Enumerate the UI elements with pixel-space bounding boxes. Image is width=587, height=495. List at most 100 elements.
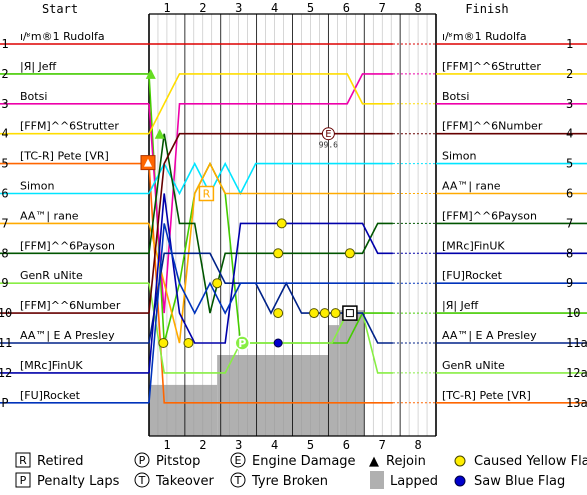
finish-position-label: 9 <box>566 276 573 290</box>
start-position-label: 10 <box>0 306 12 320</box>
lap-tick-label-bottom: 8 <box>414 438 421 452</box>
retired-marker <box>198 185 215 202</box>
lap-tick-label-top: 7 <box>379 1 386 15</box>
finish-driver-label: [TC-R] Pete [VR] <box>442 389 531 402</box>
start-driver-label: [FFM]^^6Strutter <box>20 120 119 133</box>
start-position-label: 3 <box>1 97 8 111</box>
legend-label: Tyre Broken <box>251 474 328 489</box>
series-line <box>148 161 393 344</box>
lap-tick-label-top: 3 <box>235 1 242 15</box>
finish-position-label: 8 <box>566 246 573 260</box>
legend-label: Penalty Laps <box>37 474 120 489</box>
start-driver-label: [FFM]^^6Number <box>20 299 121 312</box>
lap-tick-label-bottom: 4 <box>271 438 278 452</box>
start-driver-label: GenR uNite <box>20 269 83 282</box>
legend-symbol-glyph: T <box>138 474 146 487</box>
lap-tick-label-bottom: 7 <box>379 438 386 452</box>
start-driver-label: |Я| Jeff <box>20 60 57 73</box>
legend-symbol-glyph: E <box>235 454 242 467</box>
legend-symbol-glyph: P <box>20 474 27 487</box>
lap-tick-label-bottom: 2 <box>199 438 206 452</box>
lapped-region <box>328 325 340 436</box>
legend-blue-dot-icon <box>454 475 466 487</box>
legend-label: Pitstop <box>156 454 200 469</box>
finish-driver-label: Botsi <box>442 90 469 103</box>
yellow-flag-marker <box>212 278 223 289</box>
legend-yellow-dot-icon <box>454 455 466 467</box>
rejoin-marker <box>145 68 156 79</box>
finish-driver-label: GenR uNite <box>442 359 505 372</box>
finish-driver-label: [FFM]^^6Strutter <box>442 60 541 73</box>
finish-driver-label: [MRc]FinUK <box>442 239 505 252</box>
finish-position-label: 4 <box>566 127 573 141</box>
rejoin-marker <box>154 128 165 139</box>
retired-glyph: R <box>203 188 211 201</box>
start-position-label: 2 <box>1 67 8 81</box>
finish-position-label: 7 <box>566 216 573 230</box>
finish-header: Finish <box>465 2 508 16</box>
finish-driver-label: ı/ʶm®1 Rudolfa <box>442 30 527 43</box>
finish-position-label: 11a <box>566 336 587 350</box>
legend-rejoin-icon: ▲ <box>369 454 379 469</box>
start-driver-label: [MRc]FinUK <box>20 359 83 372</box>
legend-lapped-icon <box>370 471 384 489</box>
legend-symbol-glyph: P <box>139 454 146 467</box>
finish-position-label: 13a <box>566 396 587 410</box>
engine-damage-label: 99.6 <box>319 141 338 150</box>
legend-label: Rejoin <box>386 454 426 469</box>
finish-position-label: 2 <box>566 67 573 81</box>
start-position-label: 9 <box>1 276 8 290</box>
finish-driver-label: [FFM]^^6Number <box>442 120 543 133</box>
finish-position-label: 1 <box>566 37 573 51</box>
start-position-label: 4 <box>1 127 8 141</box>
engine-damage-glyph: E <box>325 129 331 140</box>
start-driver-label: [TC-R] Pete [VR] <box>20 150 109 163</box>
series-line <box>148 73 393 314</box>
legend-label: Caused Yellow Flag <box>474 454 587 469</box>
pitstop-glyph: P <box>238 337 246 350</box>
penalty-inner <box>345 309 354 318</box>
legend-symbol-glyph: T <box>234 474 242 487</box>
start-position-label: P <box>1 396 8 410</box>
pitstop-marker <box>234 335 251 351</box>
start-driver-label: [FU]Rocket <box>20 389 81 402</box>
lapped-region <box>149 384 218 436</box>
yellow-flag-marker <box>309 308 320 319</box>
finish-position-label: 12a <box>566 366 587 380</box>
start-position-label: 1 <box>1 37 8 51</box>
start-driver-label: ı/ʶm®1 Rudolfa <box>20 30 105 43</box>
legend-label: Lapped <box>390 474 438 489</box>
lap-tick-label-top: 6 <box>343 1 350 15</box>
start-position-label: 11 <box>0 336 12 350</box>
legend-label: Saw Blue Flag <box>474 474 565 489</box>
finish-driver-label: Simon <box>442 150 476 163</box>
legend-label: Retired <box>37 454 83 469</box>
yellow-flag-marker <box>273 248 284 259</box>
lap-tick-label-top: 2 <box>199 1 206 15</box>
series-line <box>148 132 393 314</box>
legend-round-icon <box>230 452 246 468</box>
yellow-flag-marker <box>183 338 194 348</box>
finish-driver-label: AA™| rane <box>442 180 501 193</box>
series-line <box>148 73 393 135</box>
blue-flag-marker <box>273 338 283 348</box>
legend-square-icon <box>15 452 31 468</box>
lapped-region <box>339 310 365 436</box>
yellow-flag-marker <box>330 308 341 319</box>
finish-driver-label: [FU]Rocket <box>442 269 503 282</box>
start-position-label: 8 <box>1 246 8 260</box>
lap-tick-label-top: 1 <box>163 1 170 15</box>
start-driver-label: Botsi <box>20 90 47 103</box>
start-position-label: 5 <box>1 157 8 171</box>
lap-tick-label-bottom: 3 <box>235 438 242 452</box>
finish-driver-label: AA™| E A Presley <box>442 329 537 342</box>
legend-square-icon <box>15 472 31 488</box>
series-line <box>148 193 393 373</box>
start-driver-label: AA™| rane <box>20 209 79 222</box>
finish-driver-label: [FFM]^^6Payson <box>442 209 537 222</box>
yellow-flag-marker <box>273 308 284 319</box>
yellow-flag-marker <box>158 338 169 348</box>
legend-symbol-glyph: R <box>19 454 27 467</box>
start-driver-label: [FFM]^^6Payson <box>20 239 115 252</box>
